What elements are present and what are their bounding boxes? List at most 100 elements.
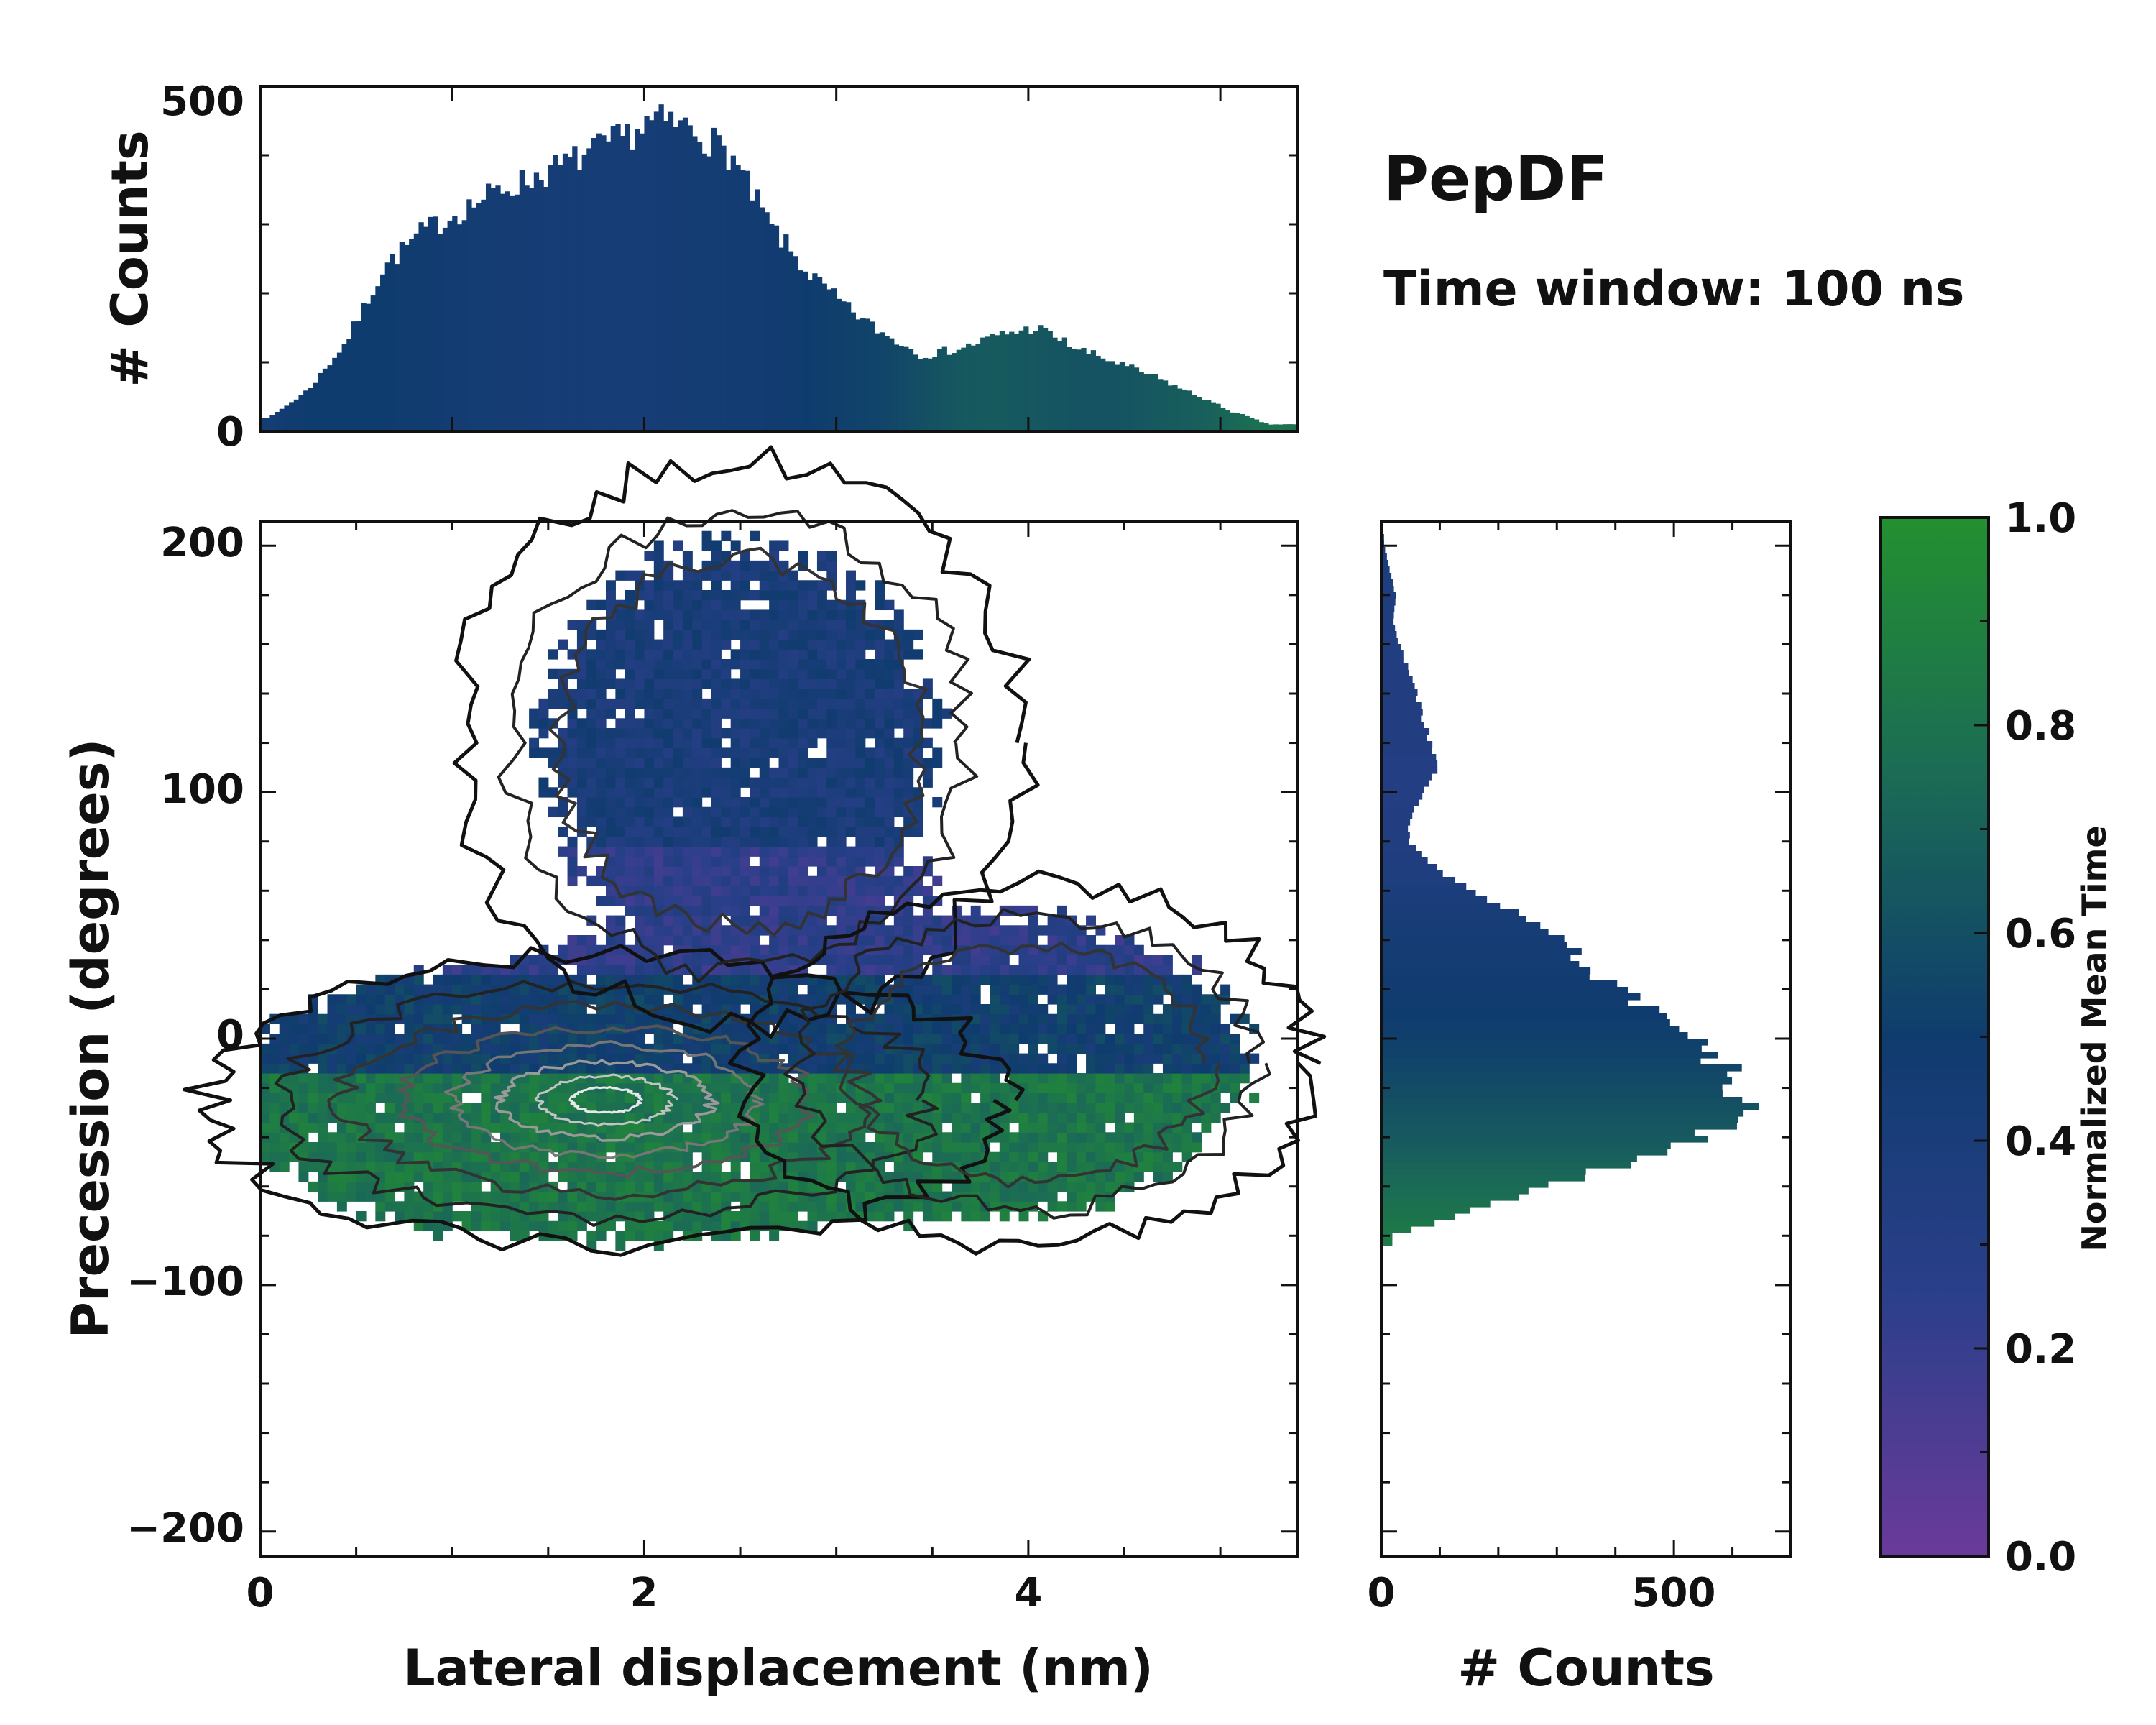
- heatmap-cell: [490, 1220, 501, 1232]
- top-bar: [332, 357, 338, 431]
- heatmap-cell: [855, 896, 866, 906]
- heatmap-cell: [692, 580, 703, 591]
- heatmap-cell: [413, 1013, 424, 1025]
- heatmap-cell: [970, 1112, 981, 1123]
- heatmap-cell: [855, 580, 866, 591]
- heatmap-cell: [1076, 1112, 1087, 1123]
- top-bar: [390, 254, 395, 431]
- heatmap-cell: [644, 827, 655, 837]
- heatmap-cell: [903, 915, 914, 926]
- heatmap-cell: [1230, 1053, 1240, 1064]
- heatmap-cell: [404, 1191, 415, 1202]
- heatmap-cell: [932, 708, 943, 719]
- heatmap-cell: [778, 1142, 789, 1153]
- heatmap-cell: [836, 816, 847, 827]
- heatmap-cell: [606, 816, 616, 827]
- heatmap-cell: [730, 708, 741, 719]
- heatmap-cell: [356, 1082, 367, 1094]
- heatmap-cell: [615, 1230, 626, 1241]
- heatmap-cell: [701, 1073, 712, 1084]
- heatmap-cell: [615, 1181, 626, 1192]
- heatmap-cell: [635, 875, 645, 887]
- heatmap-cell: [606, 649, 616, 660]
- heatmap-cell: [711, 649, 722, 660]
- heatmap-cell: [769, 1082, 780, 1094]
- heatmap-cell: [336, 1063, 347, 1074]
- heatmap-cell: [653, 767, 664, 778]
- heatmap-cell: [798, 925, 808, 936]
- heatmap-cell: [807, 994, 818, 1005]
- heatmap-cell: [970, 1201, 981, 1212]
- heatmap-cell: [913, 1082, 923, 1094]
- right-bar: [1381, 773, 1432, 781]
- heatmap-cell: [941, 974, 952, 985]
- heatmap-cell: [807, 944, 818, 956]
- heatmap-cell: [1038, 1191, 1049, 1202]
- heatmap-cell: [567, 620, 578, 630]
- heatmap-cell: [558, 1092, 568, 1103]
- top-bar: [351, 321, 357, 431]
- heatmap-cell: [952, 954, 962, 965]
- right-bar: [1381, 857, 1428, 865]
- heatmap-cell: [970, 1024, 981, 1034]
- heatmap-cell: [1028, 994, 1038, 1005]
- heatmap-cell: [875, 806, 885, 818]
- top-bar: [821, 283, 827, 431]
- heatmap-cell: [596, 698, 607, 709]
- main-ylabel: Precession (degrees): [61, 739, 120, 1339]
- heatmap-cell: [807, 629, 818, 640]
- heatmap-cell: [538, 1073, 549, 1084]
- heatmap-cell: [567, 846, 578, 857]
- heatmap-cell: [1067, 1191, 1077, 1202]
- heatmap-cell: [922, 1181, 933, 1192]
- heatmap-cell: [788, 1142, 798, 1153]
- heatmap-cell: [586, 1230, 597, 1241]
- heatmap-cell: [1028, 1151, 1038, 1163]
- heatmap-cell: [750, 758, 760, 768]
- heatmap-cell: [1067, 925, 1077, 936]
- heatmap-cell: [836, 629, 847, 640]
- heatmap-cell: [1115, 1103, 1125, 1113]
- top-bar: [875, 333, 880, 431]
- heatmap-cell: [1115, 1132, 1125, 1143]
- top-bar: [1206, 400, 1212, 431]
- heatmap-cell: [1201, 1122, 1212, 1133]
- heatmap-cell: [673, 728, 683, 739]
- heatmap-cell: [529, 1024, 540, 1034]
- heatmap-cell: [481, 1073, 492, 1084]
- heatmap-cell: [308, 1043, 318, 1054]
- heatmap-cell: [596, 639, 607, 650]
- heatmap-cell: [893, 1082, 904, 1094]
- heatmap-cell: [1143, 1073, 1154, 1084]
- heatmap-cell: [567, 767, 578, 778]
- heatmap-cell: [1076, 984, 1087, 995]
- heatmap-cell: [855, 1132, 866, 1143]
- heatmap-cell: [663, 974, 674, 985]
- heatmap-cell: [750, 1151, 760, 1163]
- heatmap-cell: [298, 1142, 309, 1153]
- right-bar: [1381, 741, 1433, 748]
- heatmap-cell: [1153, 994, 1164, 1005]
- heatmap-cell: [769, 827, 780, 837]
- heatmap-cell: [1056, 1063, 1067, 1074]
- heatmap-cell: [855, 1112, 866, 1123]
- heatmap-cell: [711, 758, 722, 768]
- heatmap-cell: [529, 1201, 540, 1212]
- heatmap-cell: [980, 1162, 991, 1172]
- heatmap-cell: [529, 1132, 540, 1143]
- heatmap-cell: [663, 668, 674, 680]
- heatmap-cell: [1115, 1053, 1125, 1064]
- heatmap-cell: [1095, 1122, 1106, 1133]
- right-bar: [1381, 560, 1388, 567]
- heatmap-cell: [750, 896, 760, 906]
- heatmap-cell: [510, 1181, 520, 1192]
- heatmap-cell: [922, 777, 933, 788]
- heatmap-cell: [615, 1241, 626, 1251]
- heatmap-cell: [846, 806, 856, 818]
- heatmap-cell: [1038, 1132, 1049, 1143]
- heatmap-cell: [913, 925, 923, 936]
- heatmap-cell: [1153, 1034, 1164, 1044]
- top-bar: [1067, 346, 1072, 431]
- right-bar: [1381, 838, 1409, 845]
- heatmap-cell: [596, 629, 607, 640]
